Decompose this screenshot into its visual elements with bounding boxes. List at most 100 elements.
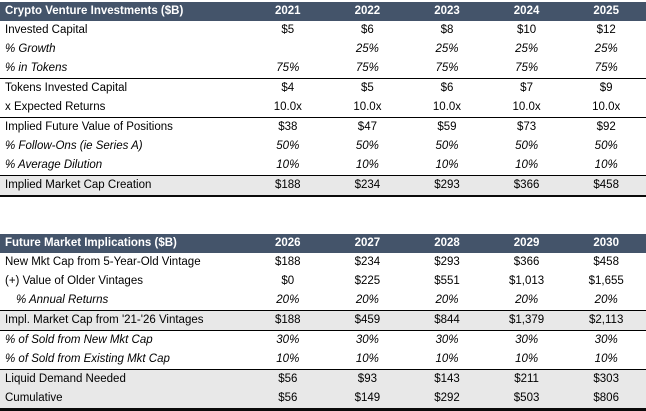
cell-value: $0 (281, 275, 295, 287)
row-label: Cumulative (0, 389, 248, 411)
table-row: Implied Future Value of Positions $38 $47 $… (0, 117, 646, 137)
cell-value: $143 (407, 369, 487, 389)
row-label: Tokens Invested Capital (0, 78, 248, 98)
cell-value: $844 (407, 310, 487, 331)
cell-value: $303 (566, 369, 646, 389)
cell-value: 25% (594, 43, 618, 55)
cell-value: 50% (515, 140, 539, 152)
cell-value: 75% (515, 62, 539, 74)
cell-value: $93 (327, 369, 408, 389)
cell-value: $7 (486, 78, 567, 98)
table-row: Liquid Demand Needed $56 $93 $143 $211 $303 (0, 369, 646, 389)
cell-value: $9 (566, 78, 646, 98)
table-row: x Expected Returns 10.0x 10.0x 10.0x 10.0x 10… (0, 98, 646, 118)
cell-value: $366 (513, 256, 540, 268)
cell-value: 10.0x (273, 101, 302, 113)
table-title: Crypto Venture Investments ($B) (0, 2, 248, 21)
cell-value: 30% (435, 334, 459, 346)
cell-value: $234 (327, 175, 408, 197)
year-header: 2027 (327, 234, 408, 253)
cell-value: $211 (486, 369, 567, 389)
cell-value: 10.0x (353, 101, 382, 113)
cell-value: $188 (248, 310, 328, 331)
table-row: % of Sold from Existing Mkt Cap 10% 10% 10%… (0, 350, 646, 370)
row-label: Implied Market Cap Creation (0, 175, 248, 197)
cell-value: $56 (248, 389, 328, 411)
cell-value: 75% (594, 62, 618, 74)
cell-value: 75% (276, 62, 300, 74)
cell-value: $5 (281, 24, 295, 36)
cell-value: $73 (486, 117, 567, 137)
table-row: New Mkt Cap from 5-Year-Old Vintage $188 $… (0, 253, 646, 272)
cell-value: 75% (355, 62, 379, 74)
table-row: Tokens Invested Capital $4 $5 $6 $7 $9 (0, 78, 646, 98)
table-row: Invested Capital $5 $6 $8 $10 $12 (0, 21, 646, 40)
row-label: % of Sold from New Mkt Cap (5, 334, 153, 346)
cell-value: $6 (407, 78, 487, 98)
cell-value: 50% (594, 140, 618, 152)
cell-value (248, 40, 328, 59)
row-label: Liquid Demand Needed (0, 369, 248, 389)
cell-value: 10.0x (432, 101, 462, 113)
cell-value: 30% (515, 334, 539, 346)
cell-value: 10% (435, 159, 459, 171)
row-label: Invested Capital (5, 24, 88, 36)
table-row: % Growth 25% 25% 25% 25% (0, 40, 646, 59)
crypto-venture-table: Crypto Venture Investments ($B) 2021 202… (0, 2, 646, 197)
cell-value: $5 (327, 78, 408, 98)
cell-value: $1,013 (508, 275, 545, 287)
cell-value: $10 (516, 24, 537, 36)
year-header: 2030 (566, 234, 646, 253)
table-header-row: Future Market Implications ($B) 2026 202… (0, 234, 646, 253)
table-row: % Average Dilution 10% 10% 10% 10% 10% (0, 156, 646, 176)
row-label: % of Sold from Existing Mkt Cap (5, 353, 170, 365)
cell-value: $458 (566, 175, 646, 197)
cell-value: 75% (435, 62, 459, 74)
cell-value: $92 (566, 117, 646, 137)
table-row: Cumulative $56 $149 $292 $503 $806 (0, 389, 646, 411)
year-header: 2021 (248, 2, 328, 21)
cell-value: 25% (515, 43, 539, 55)
row-label: Implied Future Value of Positions (0, 117, 248, 137)
cell-value: 20% (594, 294, 618, 306)
cell-value: $292 (407, 389, 487, 411)
cell-value: $503 (486, 389, 567, 411)
cell-value: $6 (360, 24, 374, 36)
row-label: % Average Dilution (5, 159, 103, 171)
year-header: 2028 (407, 234, 487, 253)
cell-value: 20% (355, 294, 379, 306)
table-row: Impl. Market Cap from '21-'26 Vintages $1… (0, 310, 646, 331)
cell-value: $293 (434, 256, 460, 268)
year-header: 2029 (486, 234, 567, 253)
cell-value: 10% (515, 353, 539, 365)
table-row: (+) Value of Older Vintages $0 $225 $551 $1,… (0, 272, 646, 291)
table-row: % of Sold from New Mkt Cap 30% 30% 30% 30% 30… (0, 331, 646, 351)
year-header: 2023 (407, 2, 487, 21)
year-header: 2024 (486, 2, 567, 21)
row-label: (+) Value of Older Vintages (5, 275, 143, 287)
cell-value: 10% (355, 159, 379, 171)
cell-value: $56 (248, 369, 328, 389)
cell-value: $188 (275, 256, 301, 268)
cell-value: $366 (486, 175, 567, 197)
cell-value: $188 (248, 175, 328, 197)
cell-value: 20% (515, 294, 539, 306)
cell-value: $293 (407, 175, 487, 197)
cell-value: $4 (248, 78, 328, 98)
cell-value: 30% (594, 334, 618, 346)
cell-value: $149 (327, 389, 408, 411)
cell-value: $234 (354, 256, 381, 268)
table-spacer (0, 197, 646, 234)
table-row: % in Tokens 75% 75% 75% 75% 75% (0, 59, 646, 79)
cell-value: $2,113 (566, 310, 646, 331)
cell-value: 25% (355, 43, 379, 55)
cell-value: 25% (435, 43, 459, 55)
cell-value: 30% (355, 334, 379, 346)
row-label: % Annual Returns (16, 294, 109, 306)
cell-value: 20% (276, 294, 300, 306)
cell-value: $806 (566, 389, 646, 411)
cell-value: 50% (276, 140, 300, 152)
cell-value: $12 (596, 24, 616, 36)
table-row: % Follow-Ons (ie Series A) 50% 50% 50% 50% 50… (0, 137, 646, 156)
